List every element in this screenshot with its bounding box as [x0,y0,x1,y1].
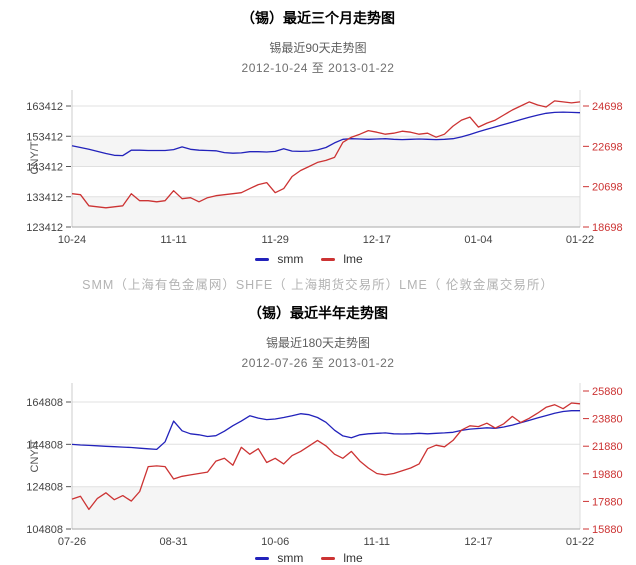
x-axis-labels: 10-24 11-11 11-29 12-17 01-04 01-22 [58,234,594,246]
right-axis-labels: 18698 20698 22698 24698 [583,101,623,234]
svg-text:01-04: 01-04 [464,234,492,246]
svg-text:143412: 143412 [26,162,63,174]
svg-text:01-22: 01-22 [566,234,594,246]
chart-180d-legend: smm lme [0,551,636,565]
svg-text:10-06: 10-06 [261,536,289,548]
lme-legend-dash-icon [321,257,336,261]
left-axis-labels: 104808 124808 144808 164808 [26,397,71,536]
smm-legend-dash-icon [255,556,270,560]
lme-legend-dash-icon [321,556,336,560]
lme-legend-label: lme [343,252,363,266]
svg-text:18698: 18698 [592,222,623,234]
svg-text:11-29: 11-29 [262,234,289,246]
smm-series-line [71,111,581,157]
y-axis-title: CNY/T [29,439,41,472]
svg-text:15880: 15880 [592,524,623,536]
plot-bands [72,402,580,529]
svg-text:11-11: 11-11 [160,234,187,246]
svg-text:19880: 19880 [592,469,623,481]
svg-text:17880: 17880 [592,496,623,508]
chart-90d-legend: smm lme [0,252,636,266]
svg-text:12-17: 12-17 [363,234,391,246]
gridlines [72,105,580,198]
smm-legend-label: smm [277,551,304,565]
svg-text:20698: 20698 [592,182,623,194]
trend-chart-90d: 123412 133412 143412 153412 163412 18698 20698… [26,90,623,246]
svg-text:144808: 144808 [26,439,63,451]
smm-legend-dash-icon [255,257,270,261]
chart-180d-title: （锡）最近半年走势图 [248,305,388,321]
gridlines [72,401,580,488]
plot-bands [72,106,580,228]
svg-text:01-22: 01-22 [566,536,594,548]
svg-text:23880: 23880 [592,414,623,426]
svg-text:10-24: 10-24 [58,234,86,246]
chart-90d-date-range: 2012-10-24 至 2013-01-22 [241,61,395,75]
lme-series-line [71,402,581,511]
lme-legend-label: lme [343,551,363,565]
lme-series-line [71,100,581,209]
svg-text:11-11: 11-11 [364,536,391,548]
left-axis-labels: 123412 133412 143412 153412 163412 [26,101,71,234]
svg-text:12-17: 12-17 [464,536,492,548]
chart-180d-subtitle: 锡最近180天走势图 [265,336,371,350]
svg-text:22698: 22698 [592,141,623,153]
exchange-info-note: SMM（上海有色金属网）SHFE（ 上海期货交易所）LME（ 伦敦金属交易所） [82,278,554,292]
chart-90d-subtitle: 锡最近90天走势图 [269,41,367,55]
svg-text:08-31: 08-31 [160,536,188,548]
svg-text:124808: 124808 [26,482,63,494]
svg-text:164808: 164808 [26,397,63,409]
trend-chart-180d: 104808 124808 144808 164808 15880 17880 19880 2… [26,383,623,548]
svg-text:104808: 104808 [26,524,63,536]
y-axis-title: CNY/T [29,141,41,174]
chart-90d-title: （锡）最近三个月走势图 [241,10,395,26]
tin-price-trends-page: （锡）最近三个月走势图 锡最近90天走势图 2012-10-24 至 2013-… [0,8,636,565]
svg-text:123412: 123412 [26,222,63,234]
svg-text:153412: 153412 [26,131,63,143]
svg-text:163412: 163412 [26,101,63,113]
svg-text:07-26: 07-26 [58,536,86,548]
svg-text:133412: 133412 [26,192,63,204]
x-axis-labels: 07-26 08-31 10-06 11-11 12-17 01-22 [58,536,594,548]
svg-text:21880: 21880 [592,441,623,453]
right-axis-labels: 15880 17880 19880 21880 23880 25880 [583,386,623,536]
smm-legend-label: smm [277,252,304,266]
svg-text:25880: 25880 [592,386,623,398]
chart-180d-date-range: 2012-07-26 至 2013-01-22 [241,356,395,370]
svg-text:24698: 24698 [592,101,623,113]
